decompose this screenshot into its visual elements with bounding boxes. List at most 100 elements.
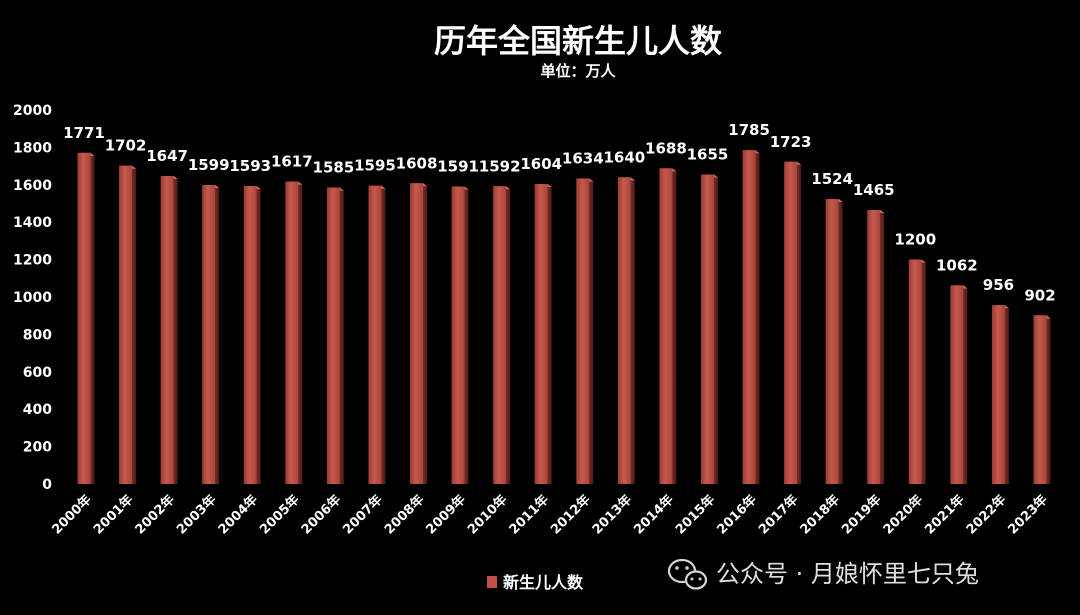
x-tick-label: 2006年	[298, 492, 344, 538]
x-tick-label: 2015年	[672, 492, 718, 538]
data-label: 956	[983, 276, 1014, 294]
bar-side	[1004, 305, 1009, 484]
data-label: 1593	[229, 157, 271, 175]
data-label: 1647	[146, 147, 188, 165]
data-label: 1617	[271, 153, 313, 171]
bar	[1033, 315, 1047, 484]
bar-side	[755, 150, 760, 484]
x-tick-label: 2004年	[215, 492, 261, 538]
data-label: 1592	[479, 157, 521, 175]
bar-side	[797, 161, 802, 484]
y-tick-label: 2000	[13, 103, 52, 119]
data-label: 1465	[853, 181, 895, 199]
x-tick-label: 2021年	[922, 492, 968, 538]
bar	[77, 152, 91, 484]
y-tick-label: 600	[23, 365, 52, 381]
legend-label: 新生儿人数	[503, 573, 584, 592]
bar	[659, 168, 673, 484]
y-tick-label: 0	[42, 477, 52, 493]
x-tick-label: 2022年	[963, 492, 1009, 538]
x-tick-label: 2008年	[381, 492, 427, 538]
data-label: 1595	[354, 157, 396, 175]
x-tick-label: 2017年	[755, 492, 801, 538]
y-tick-label: 200	[23, 440, 52, 456]
bar-side	[963, 285, 968, 484]
x-tick-label: 2005年	[257, 492, 303, 538]
bar-side	[672, 168, 677, 484]
bar	[867, 210, 881, 485]
bars	[77, 150, 1051, 485]
bar	[243, 186, 257, 484]
bar-side	[1046, 315, 1051, 484]
data-label: 1785	[728, 121, 770, 139]
bar	[700, 174, 714, 484]
y-tick-label: 1000	[13, 290, 52, 306]
bar-side	[215, 184, 220, 484]
x-tick-label: 2001年	[90, 492, 136, 538]
data-label: 1723	[770, 133, 812, 151]
bar-side	[630, 177, 635, 484]
bar-side	[464, 186, 469, 484]
x-tick-label: 2018年	[797, 492, 843, 538]
bar-side	[298, 181, 303, 484]
bar	[784, 161, 798, 484]
data-label: 1200	[894, 231, 936, 249]
legend-swatch	[487, 576, 497, 588]
bar	[742, 150, 756, 484]
x-tick-label: 2023年	[1005, 492, 1051, 538]
bar-side	[423, 183, 428, 484]
data-label: 1591	[437, 157, 479, 175]
bar-side	[256, 186, 261, 484]
bar-side	[921, 259, 926, 484]
bar	[160, 176, 174, 485]
data-label: 1771	[63, 124, 105, 142]
bar	[825, 199, 839, 484]
bar	[451, 186, 465, 484]
bar	[991, 305, 1005, 484]
x-tick-label: 2009年	[423, 492, 469, 538]
x-tick-label: 2011年	[506, 492, 552, 538]
data-label: 1688	[645, 139, 687, 157]
bar-side	[838, 199, 843, 484]
data-label: 1655	[687, 146, 729, 164]
bar-side	[381, 185, 386, 485]
x-tick-label: 2000年	[49, 492, 95, 538]
bar-side	[880, 210, 885, 485]
data-label: 1062	[936, 256, 978, 274]
bar	[202, 184, 216, 484]
bar-side	[547, 184, 552, 484]
x-tick-label: 2012年	[548, 492, 594, 538]
data-label: 1634	[562, 149, 604, 167]
watermark-text: 公众号 · 月娘怀里七只兔	[716, 560, 979, 588]
data-label: 1585	[313, 159, 355, 177]
data-label: 1524	[811, 170, 853, 188]
bar-side	[90, 152, 95, 484]
y-tick-label: 400	[23, 402, 52, 418]
bar	[950, 285, 964, 484]
legend: 新生儿人数	[487, 573, 584, 592]
data-label: 902	[1024, 286, 1055, 304]
data-label: 1599	[188, 156, 230, 174]
bar	[368, 185, 382, 485]
watermark: 公众号 · 月娘怀里七只兔	[667, 558, 979, 590]
bar	[285, 181, 299, 484]
y-tick-label: 1600	[13, 178, 52, 194]
x-tick-label: 2016年	[714, 492, 760, 538]
x-axis: 2000年2001年2002年2003年2004年2005年2006年2007年…	[49, 492, 1051, 538]
bar-side	[339, 187, 344, 485]
x-tick-label: 2003年	[173, 492, 219, 538]
x-tick-label: 2010年	[464, 492, 510, 538]
bar-side	[589, 178, 594, 484]
bar	[576, 178, 590, 484]
data-label: 1640	[603, 148, 645, 166]
data-label: 1608	[396, 154, 438, 172]
chart-subtitle: 单位：万人	[540, 62, 616, 80]
y-tick-label: 1200	[13, 253, 52, 269]
bar-side	[713, 174, 718, 484]
bar	[410, 183, 424, 484]
y-axis: 0 200 400 600 800 1000 1200 1400 1600 1800 2000	[13, 103, 52, 493]
bar-side	[506, 186, 511, 484]
data-label: 1702	[105, 137, 147, 155]
